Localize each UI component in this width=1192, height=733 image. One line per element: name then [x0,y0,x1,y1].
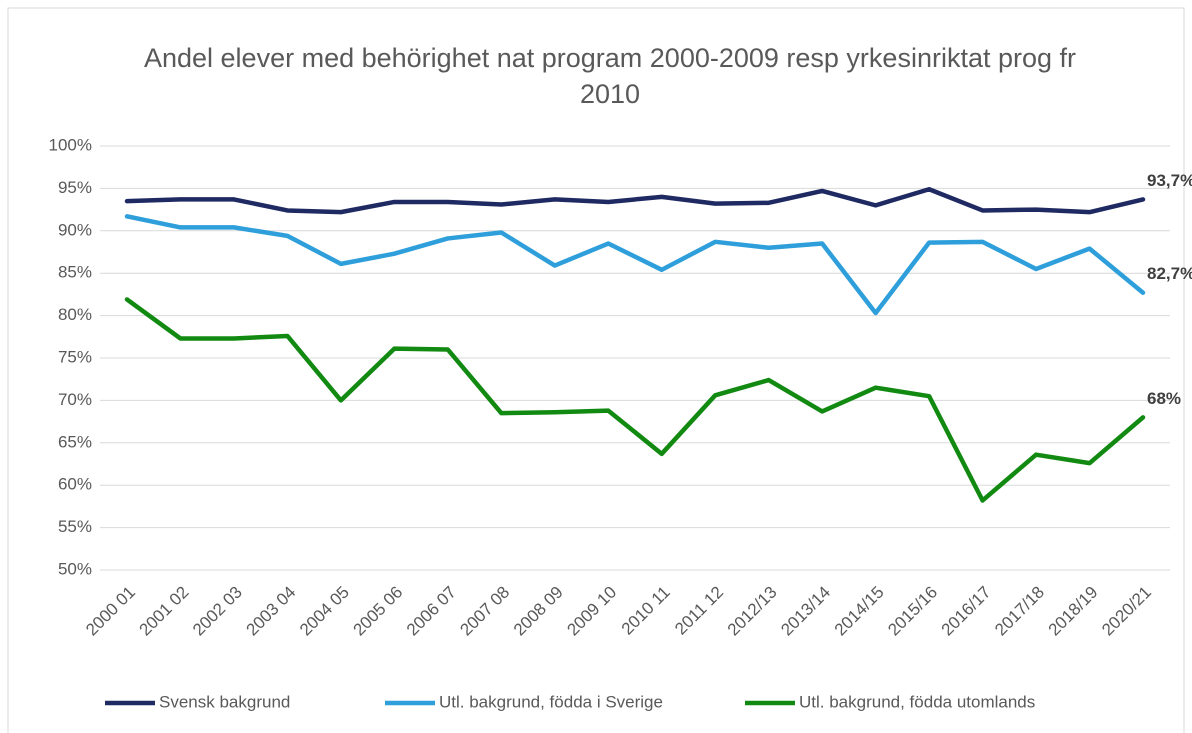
y-tick-label: 55% [58,517,92,536]
x-tick-label: 2005 06 [349,583,406,640]
y-tick-label: 70% [58,390,92,409]
x-tick-label: 2008 09 [510,583,567,640]
data-label: 68% [1147,389,1181,408]
legend-label: Utl. bakgrund, födda utomlands [799,692,1035,711]
chart-title: Andel elever med behörighet nat program … [143,43,1076,109]
x-tick-label: 2010 11 [618,583,674,639]
data-label: 93,7% [1147,171,1192,190]
y-tick-label: 90% [58,220,92,239]
x-tick-label: 2011 12 [671,583,727,639]
y-tick-label: 95% [58,178,92,197]
series-line [124,297,1146,503]
x-tick-label: 2000 01 [82,583,139,640]
y-tick-label: 50% [58,559,92,578]
x-tick-label: 2003 04 [243,583,300,640]
x-tick-label: 2018/19 [1045,583,1102,640]
y-tick-label: 65% [58,432,92,451]
y-tick-label: 75% [58,347,92,366]
y-tick-label: 85% [58,263,92,282]
x-tick-label: 2006 07 [403,583,460,640]
x-tick-label: 2007 08 [456,583,513,640]
chart-frame [7,7,1185,733]
x-tick-label: 2012/13 [724,583,781,640]
series-line [124,214,1146,316]
y-tick-label: 60% [58,475,92,494]
series-line [124,186,1146,215]
x-tick-label: 2014/15 [831,583,888,640]
y-tick-label: 80% [58,305,92,324]
x-tick-label: 2016/17 [938,583,995,640]
x-tick-label: 2017/18 [991,583,1048,640]
x-tick-label: 2002 03 [189,583,246,640]
legend-label: Svensk bakgrund [159,692,290,711]
x-tick-label: 2020/21 [1098,583,1155,640]
y-tick-label: 100% [49,135,92,154]
data-label: 82,7% [1147,264,1192,283]
legend-label: Utl. bakgrund, födda i Sverige [439,692,663,711]
x-tick-label: 2015/16 [884,583,941,640]
x-tick-label: 2001 02 [136,583,193,640]
x-tick-label: 2013/14 [777,583,834,640]
x-tick-label: 2004 05 [296,583,353,640]
x-tick-label: 2009 10 [563,583,620,640]
